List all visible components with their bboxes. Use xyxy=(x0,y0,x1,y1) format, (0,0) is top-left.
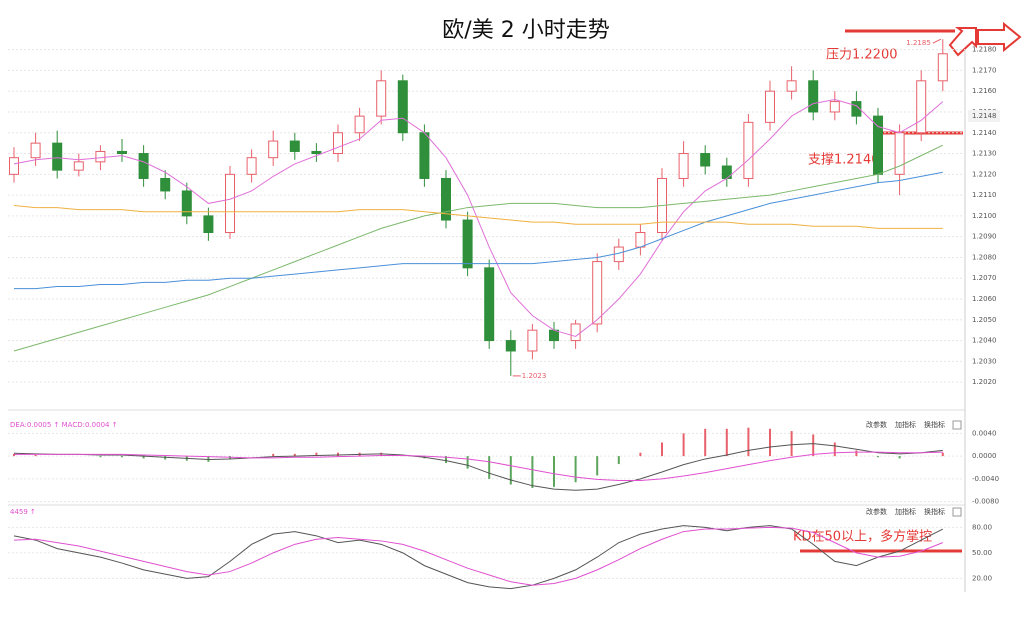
candle-body xyxy=(311,150,322,155)
toolbar-button[interactable]: 加指标 xyxy=(895,507,916,516)
y-tick-label: -0.0080 xyxy=(972,498,999,506)
candle-body xyxy=(484,267,495,342)
y-tick-label: 1.2090 xyxy=(972,233,997,241)
candle-body xyxy=(441,177,451,221)
toolbar-button[interactable]: 改参数 xyxy=(866,507,887,516)
candle-body xyxy=(873,115,883,175)
candle-body xyxy=(462,219,473,269)
y-tick-label: 0.0000 xyxy=(972,452,997,460)
candle-body xyxy=(765,90,775,123)
candle-body xyxy=(181,190,192,217)
candle-body xyxy=(268,140,279,159)
candle-body xyxy=(160,177,171,192)
y-tick-label: 1.2030 xyxy=(972,357,997,365)
candle-body xyxy=(808,80,819,113)
y-tick-label: 1.2180 xyxy=(972,46,997,54)
up-arrow xyxy=(948,27,977,57)
candle-body xyxy=(73,161,84,171)
candle-body xyxy=(246,157,257,175)
y-tick-label: 1.2130 xyxy=(972,150,997,158)
high-marker-arrow xyxy=(932,38,942,44)
kd-line xyxy=(13,526,943,586)
y-tick-label: 1.2140 xyxy=(972,129,997,137)
candle-body xyxy=(678,153,689,179)
y-tick-label: 50.00 xyxy=(972,549,992,557)
candle-body xyxy=(52,142,63,171)
kd-header: 4459 ↑ xyxy=(10,508,36,516)
y-tick-label: 1.2160 xyxy=(972,87,997,95)
y-tick-label: 1.2100 xyxy=(972,212,997,220)
right-arrow xyxy=(977,21,1022,53)
moving-average xyxy=(13,98,944,337)
moving-average xyxy=(13,144,944,352)
toolbar-button[interactable]: 换指标 xyxy=(924,420,945,429)
candle-body xyxy=(138,153,149,179)
candle-body xyxy=(203,215,214,234)
candle-body xyxy=(937,53,948,82)
low-marker: 1.2023 xyxy=(522,372,547,380)
moving-average xyxy=(14,171,943,290)
candle-body xyxy=(9,157,19,175)
close-button[interactable] xyxy=(952,420,962,430)
y-tick-label: 1.2170 xyxy=(972,66,997,74)
candle-body xyxy=(505,340,516,352)
candle-body xyxy=(743,121,754,179)
y-tick-label: 0.0040 xyxy=(972,429,997,437)
toolbar-button[interactable]: 换指标 xyxy=(924,507,945,516)
macd-header: DEA:0.0005 ↑ MACD:0.0004 ↑ xyxy=(10,421,118,429)
candle-body xyxy=(419,132,430,179)
y-tick-label: 1.2110 xyxy=(972,191,997,199)
y-tick-label: 1.2040 xyxy=(972,337,997,345)
toolbar-button[interactable]: 改参数 xyxy=(866,420,887,429)
close-button[interactable] xyxy=(952,507,962,517)
macd-line xyxy=(14,451,943,482)
candle-body xyxy=(289,140,300,152)
candle-body xyxy=(570,323,581,342)
current-price-label: 1.2148 xyxy=(972,112,997,120)
y-tick-label: 1.2060 xyxy=(972,295,997,303)
y-tick-label: 1.2070 xyxy=(972,274,997,282)
candle-body xyxy=(225,173,235,234)
toolbar-button[interactable]: 加指标 xyxy=(895,420,916,429)
candle-body xyxy=(117,150,127,155)
macd-line xyxy=(13,443,943,491)
candle-body xyxy=(851,101,862,117)
candle-body xyxy=(721,165,732,179)
candle-body xyxy=(700,153,711,167)
high-marker: 1.2185 xyxy=(906,39,931,47)
kd-note: KD在50以上，多方掌控 xyxy=(793,529,932,545)
y-tick-label: 20.00 xyxy=(972,574,992,582)
candle-body xyxy=(527,329,538,352)
candle-body xyxy=(95,150,106,163)
candle-body xyxy=(376,80,387,117)
resistance-note: 压力1.2200 xyxy=(826,48,898,63)
candle-body xyxy=(549,329,559,342)
candle-body xyxy=(829,101,840,113)
moving-average xyxy=(13,204,943,229)
y-tick-label: 1.2080 xyxy=(972,253,997,261)
candle-body xyxy=(333,132,343,155)
y-tick-label: 1.2050 xyxy=(972,316,997,324)
chart-title: 欧/美 2 小时走势 xyxy=(442,18,609,43)
candle-body xyxy=(592,261,603,325)
candle-body xyxy=(916,80,927,134)
y-tick-label: 80.00 xyxy=(972,523,992,531)
candle-body xyxy=(397,80,408,134)
candle-body xyxy=(786,80,797,92)
candle-body xyxy=(635,232,646,248)
candle-body xyxy=(30,142,41,159)
y-tick-label: 1.2120 xyxy=(972,170,997,178)
support-note: 支撑1.2140 xyxy=(808,153,880,168)
candle-body xyxy=(354,115,365,134)
y-tick-label: 1.2020 xyxy=(972,378,997,386)
current-price-box xyxy=(968,110,1000,123)
y-tick-label: -0.0040 xyxy=(972,475,999,483)
candle-body xyxy=(894,132,905,175)
